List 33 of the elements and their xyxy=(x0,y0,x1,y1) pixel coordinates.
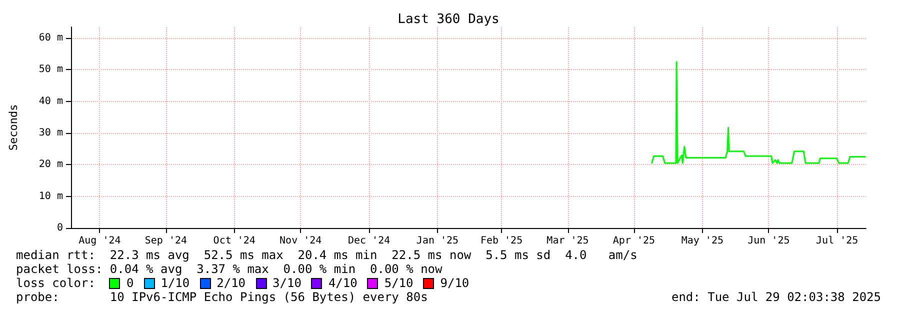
y-tick-label: 20 m xyxy=(38,159,63,170)
legend-label: 2/10 xyxy=(216,276,246,290)
text: probe: 10 IPv6-ICMP Echo Pings (56 Bytes) every 80s xyxy=(16,290,428,304)
y-tick-label: 40 m xyxy=(38,96,63,107)
y-tick-label: 50 m xyxy=(38,64,63,76)
text: median rtt: 22.3 ms avg 52.5 ms max 20.4 ms min 22.5 ms now 5.5 ms sd 4.0 am/s xyxy=(16,248,638,262)
x-tick-label: Dec '24 xyxy=(348,236,390,246)
x-tick-label: Sep '24 xyxy=(144,236,188,246)
x-tick-label: May '25 xyxy=(681,236,724,246)
chart-title: Last 360 Days xyxy=(398,12,500,27)
y-tick-label: 10 m xyxy=(38,190,63,202)
x-tick-label: Aug '24 xyxy=(78,236,121,246)
text: end: Tue Jul 29 02:03:38 2025 xyxy=(671,290,881,304)
legend-label: 0 xyxy=(126,276,134,290)
y-tick-label: 60 m xyxy=(38,32,63,44)
legend-title: loss color: xyxy=(16,276,96,290)
x-tick-label: Nov '24 xyxy=(280,236,322,246)
x-tick-label: Mar '25 xyxy=(546,236,589,246)
x-tick-label: Apr '25 xyxy=(612,236,656,246)
x-tick-label: Jan '25 xyxy=(416,236,459,246)
legend-label: 1/10 xyxy=(160,276,190,290)
legend-label: 4/10 xyxy=(328,276,358,290)
legend-label: 3/10 xyxy=(272,276,302,290)
legend-label: 5/10 xyxy=(384,276,414,290)
x-tick-label: Oct '24 xyxy=(213,236,256,246)
x-tick-label: Feb '25 xyxy=(480,236,523,246)
legend-label: 9/10 xyxy=(440,276,470,290)
y-tick-label: 30 m xyxy=(38,128,63,139)
x-tick-label: Jun '25 xyxy=(748,236,790,246)
y-tick-label: 0 xyxy=(56,222,63,234)
text: packet loss: 0.04 % avg 3.37 % max 0.00 % min 0.00 % now xyxy=(16,262,444,276)
y-axis-title: Seconds xyxy=(7,104,20,151)
x-tick-label: Jul '25 xyxy=(816,236,858,246)
